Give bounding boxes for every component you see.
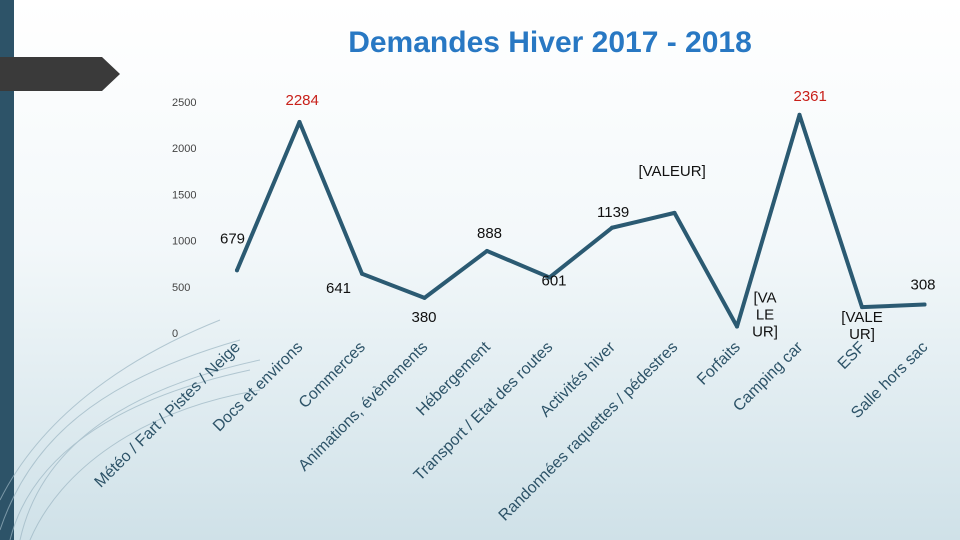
y-axis: 0 500 1000 1500 2000 2500 [172, 97, 196, 340]
data-label: 380 [412, 309, 437, 326]
series-demandes [235, 112, 927, 329]
data-label: 2361 [794, 88, 827, 105]
data-point [797, 112, 802, 117]
data-label: 2284 [286, 92, 319, 109]
data-label: 601 [542, 272, 567, 289]
data-point [672, 210, 677, 215]
series-line [235, 112, 927, 329]
y-tick-label: 2000 [172, 143, 196, 155]
data-point [422, 295, 427, 300]
decorative-swirl [0, 319, 260, 540]
y-tick-label: 500 [172, 282, 190, 294]
data-labels: 679 2284 641 380 888 601 1139 [VALEUR] [VA LE UR] 2… [220, 88, 936, 343]
data-point [922, 302, 927, 307]
chart-title: Demandes Hiver 2017 - 2018 [348, 26, 752, 59]
left-accent-bar [0, 0, 14, 540]
data-point [360, 271, 364, 276]
y-tick-label: 2500 [172, 97, 196, 109]
data-label: 308 [911, 277, 936, 294]
category-label: ESF [835, 339, 869, 373]
category-label: Animations, évènements [295, 339, 431, 475]
data-label: 679 [220, 230, 245, 247]
data-point [485, 248, 489, 253]
data-point [235, 268, 239, 273]
data-label: 641 [326, 280, 351, 297]
data-point [610, 225, 614, 230]
title-accent-tab [0, 57, 120, 91]
data-point [297, 119, 302, 124]
data-point [547, 275, 552, 280]
data-point [735, 324, 739, 329]
data-label: 888 [477, 225, 502, 242]
data-label: 1139 [597, 204, 629, 221]
data-label: [VALEUR] [639, 163, 706, 180]
y-tick-label: 1500 [172, 189, 196, 201]
data-point [860, 305, 864, 310]
category-label: Forfaits [694, 339, 744, 389]
y-tick-label: 1000 [172, 236, 196, 248]
y-tick-label: 0 [172, 328, 178, 340]
